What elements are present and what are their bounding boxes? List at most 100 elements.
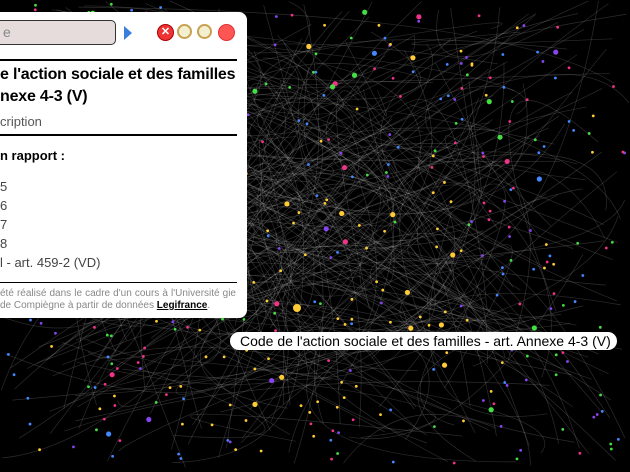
graph-edge bbox=[508, 100, 599, 312]
graph-node bbox=[411, 70, 415, 74]
graph-node bbox=[567, 66, 571, 70]
graph-edge bbox=[288, 194, 559, 453]
graph-edge bbox=[96, 244, 267, 335]
graph-edge bbox=[78, 6, 615, 84]
graph-edge bbox=[158, 199, 625, 278]
graph-node bbox=[453, 141, 457, 145]
graph-node bbox=[72, 445, 75, 449]
graph-node bbox=[435, 245, 439, 249]
graph-node bbox=[465, 56, 468, 59]
graph-node bbox=[322, 94, 326, 97]
graph-node bbox=[446, 94, 450, 98]
graph-node bbox=[460, 117, 464, 121]
graph-node bbox=[95, 428, 98, 432]
graph-node bbox=[481, 151, 485, 155]
graph-node bbox=[109, 2, 113, 6]
graph-node bbox=[210, 423, 214, 427]
graph-node bbox=[554, 353, 558, 357]
graph-edge bbox=[242, 72, 611, 89]
relation-item[interactable]: 8 bbox=[0, 236, 8, 251]
graph-edge bbox=[416, 92, 589, 358]
graph-node bbox=[459, 304, 463, 308]
graph-node bbox=[465, 73, 469, 77]
graph-node bbox=[595, 413, 599, 416]
play-icon[interactable] bbox=[124, 26, 132, 40]
graph-node bbox=[484, 93, 488, 97]
graph-node bbox=[599, 393, 602, 397]
graph-node bbox=[573, 300, 577, 303]
graph-node bbox=[173, 327, 177, 331]
graph-node bbox=[459, 49, 463, 53]
relation-item[interactable]: l - art. 459-2 (VD) bbox=[0, 255, 101, 270]
graph-node bbox=[531, 325, 537, 331]
graph-node bbox=[549, 307, 553, 311]
title-line: e l'action sociale et des familles bbox=[0, 66, 236, 83]
relation-item[interactable]: 7 bbox=[0, 217, 8, 232]
graph-edge bbox=[172, 339, 301, 463]
graph-node bbox=[587, 132, 591, 135]
graph-node bbox=[600, 409, 604, 413]
graph-node bbox=[266, 234, 270, 238]
graph-node bbox=[118, 439, 122, 443]
graph-node bbox=[113, 404, 117, 407]
graph-node bbox=[335, 405, 339, 409]
zoom-in-icon[interactable] bbox=[177, 24, 192, 39]
graph-node bbox=[277, 247, 281, 250]
graph-edge bbox=[325, 13, 627, 251]
graph-node bbox=[515, 457, 519, 461]
graph-node bbox=[598, 325, 602, 329]
graph-node bbox=[529, 229, 532, 232]
graph-node bbox=[327, 138, 330, 142]
graph-edge bbox=[297, 11, 472, 300]
graph-edge bbox=[403, 144, 480, 187]
graph-node bbox=[323, 226, 329, 232]
graph-node bbox=[274, 329, 277, 333]
graph-node bbox=[186, 326, 189, 329]
zoom-out-icon[interactable] bbox=[197, 24, 212, 39]
graph-edge bbox=[75, 233, 454, 422]
graph-node bbox=[462, 419, 465, 423]
record-icon[interactable] bbox=[218, 24, 235, 41]
graph-edge bbox=[345, 41, 388, 117]
graph-node bbox=[501, 266, 504, 269]
graph-edge bbox=[171, 31, 421, 100]
graph-node bbox=[253, 367, 257, 371]
graph-node bbox=[340, 380, 344, 384]
graph-node bbox=[154, 401, 158, 404]
graph-node bbox=[222, 355, 226, 359]
graph-node bbox=[408, 325, 414, 331]
graph-edge bbox=[275, 151, 602, 297]
selected-node bbox=[293, 304, 301, 312]
graph-node bbox=[306, 43, 312, 50]
graph-node bbox=[541, 60, 545, 63]
relation-item[interactable]: 5 bbox=[0, 179, 8, 194]
graph-edge bbox=[380, 13, 578, 291]
graph-edge bbox=[75, 62, 505, 396]
graph-node bbox=[319, 139, 323, 143]
graph-edge bbox=[396, 99, 488, 310]
graph-node bbox=[98, 407, 102, 411]
graph-node bbox=[389, 43, 392, 46]
graph-node bbox=[396, 145, 400, 149]
graph-node bbox=[477, 14, 481, 18]
graph-node bbox=[443, 181, 446, 184]
search-input[interactable]: e bbox=[0, 20, 116, 45]
legifrance-link[interactable]: Legifrance bbox=[156, 300, 208, 311]
relation-item[interactable]: 6 bbox=[0, 198, 8, 213]
graph-node bbox=[29, 318, 32, 322]
graph-node bbox=[168, 386, 172, 390]
graph-node bbox=[431, 154, 435, 158]
graph-edge bbox=[348, 254, 584, 440]
graph-edge bbox=[12, 216, 619, 401]
close-icon[interactable]: ✕ bbox=[157, 24, 174, 41]
graph-edge bbox=[75, 303, 574, 408]
graph-edge bbox=[230, 62, 422, 389]
graph-edge bbox=[399, 151, 578, 339]
graph-node bbox=[371, 50, 378, 56]
graph-node bbox=[554, 373, 558, 377]
graph-node bbox=[38, 448, 41, 452]
graph-edge bbox=[304, 132, 544, 267]
graph-node bbox=[297, 119, 301, 122]
graph-node bbox=[508, 120, 512, 123]
graph-node bbox=[226, 439, 230, 442]
